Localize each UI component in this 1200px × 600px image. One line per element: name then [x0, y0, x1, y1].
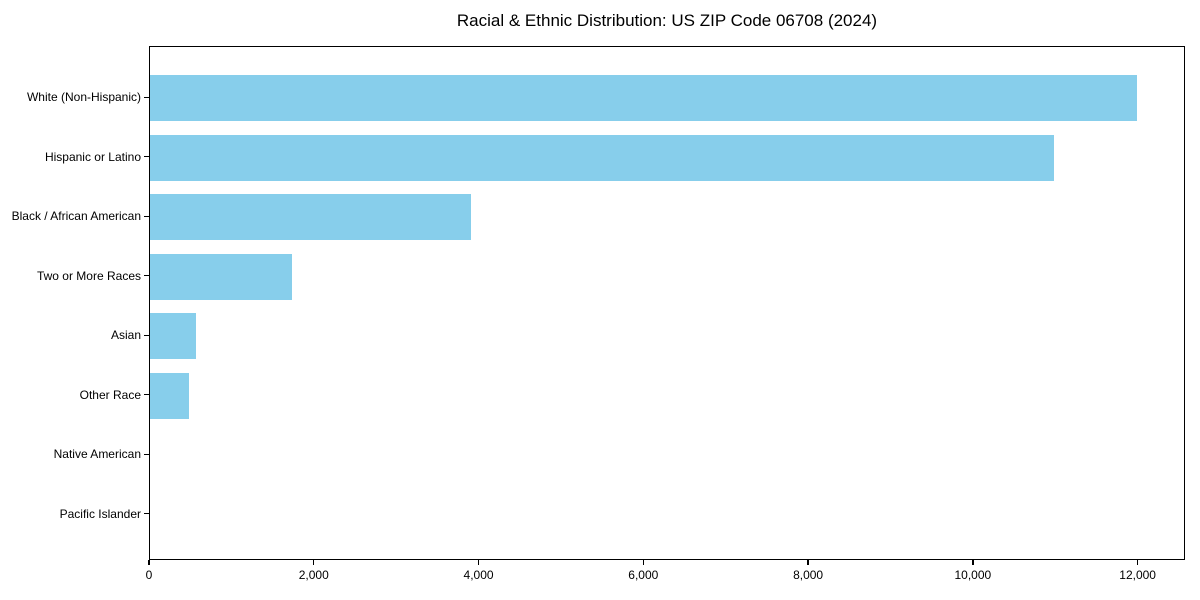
x-label-10000: 10,000 [954, 568, 992, 582]
y-tick-native-american [144, 453, 149, 455]
y-label-two-or-more-races: Two or More Races [36, 268, 141, 283]
x-label-8000: 8,000 [793, 568, 824, 582]
x-label-4000: 4,000 [463, 568, 494, 582]
bar-black-african-american [150, 194, 472, 241]
x-tick-0 [148, 560, 150, 565]
x-tick-6000 [642, 560, 644, 565]
y-tick-pacific-islander [144, 513, 149, 515]
y-tick-two-or-more-races [144, 275, 149, 277]
bar-hispanic-or-latino [150, 134, 1054, 181]
y-label-hispanic-or-latino: Hispanic or Latino [44, 149, 141, 164]
bar-asian [150, 313, 197, 360]
y-tick-hispanic-or-latino [144, 156, 149, 158]
y-tick-asian [144, 334, 149, 336]
y-label-white-non-hispanic: White (Non-Hispanic) [26, 90, 141, 105]
x-label-2000: 2,000 [298, 568, 329, 582]
x-tick-12000 [1136, 560, 1139, 565]
y-label-pacific-islander: Pacific Islander [59, 506, 141, 521]
y-label-asian: Asian [110, 328, 141, 343]
x-label-6000: 6,000 [628, 568, 659, 582]
y-tick-other-race [144, 394, 149, 396]
x-tick-8000 [807, 560, 809, 565]
bar-white-non-hispanic [150, 75, 1137, 122]
chart-title: Racial & Ethnic Distribution: US ZIP Cod… [456, 11, 878, 30]
x-label-12000: 12,000 [1119, 568, 1156, 582]
x-tick-4000 [477, 560, 480, 565]
y-label-other-race: Other Race [79, 387, 141, 402]
x-tick-2000 [313, 560, 315, 565]
y-label-native-american: Native American [53, 447, 141, 462]
y-label-black-african-american: Black / African American [11, 209, 141, 224]
x-label-0: 0 [145, 568, 153, 582]
y-tick-black-african-american [144, 215, 149, 217]
x-tick-10000 [972, 560, 974, 565]
bar-other-race [150, 372, 189, 419]
y-tick-white-non-hispanic [144, 96, 149, 98]
plot-area [149, 46, 1185, 560]
bar-two-or-more-races [150, 253, 292, 300]
